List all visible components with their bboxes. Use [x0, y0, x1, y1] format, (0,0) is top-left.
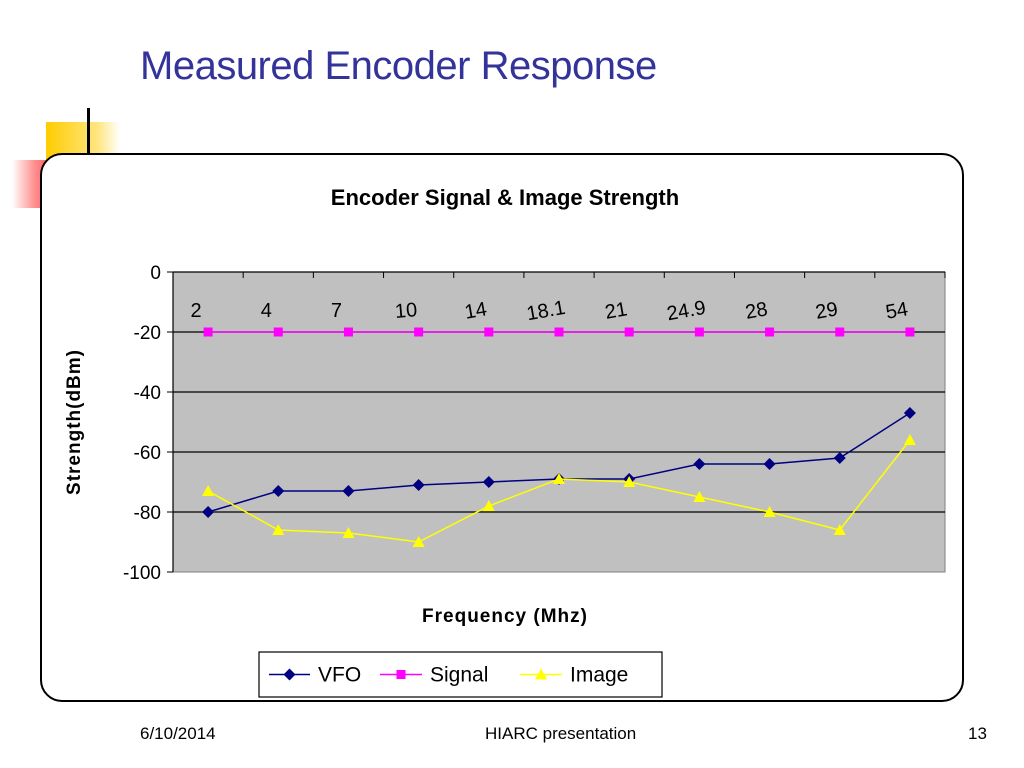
- y-tick-label: 0: [150, 263, 161, 284]
- slide-title: Measured Encoder Response: [140, 44, 657, 88]
- legend: [258, 651, 663, 698]
- data-point-image: [342, 527, 355, 538]
- data-point-image: [272, 524, 285, 535]
- legend-marker-image: [535, 668, 547, 680]
- footer-date: 6/10/2014: [140, 724, 216, 743]
- data-point-signal: [905, 327, 915, 337]
- data-point-vfo: [482, 476, 495, 488]
- y-tick-label: -20: [134, 323, 161, 344]
- data-point-vfo: [693, 458, 706, 470]
- x-tick-label: 28: [744, 298, 770, 324]
- data-point-vfo: [903, 407, 916, 419]
- title-accent-line: [87, 108, 90, 160]
- data-point-image: [903, 434, 916, 445]
- x-tick-label: 21: [603, 298, 629, 324]
- data-point-signal: [203, 327, 213, 337]
- data-point-signal: [835, 327, 845, 337]
- plot-area: [172, 271, 946, 573]
- legend-marker-vfo: [283, 668, 296, 681]
- data-point-vfo: [833, 452, 846, 464]
- x-tick-label: 2: [191, 300, 202, 322]
- data-point-signal: [624, 327, 634, 337]
- data-point-vfo: [763, 458, 776, 470]
- y-tick-label: -80: [134, 503, 161, 524]
- data-point-image: [553, 473, 565, 484]
- y-axis-title: Strength(dBm): [64, 349, 85, 495]
- footer-presentation-name: HIARC presentation: [485, 724, 637, 743]
- data-point-vfo: [272, 485, 285, 497]
- data-point-vfo: [412, 479, 425, 491]
- line-chart: Encoder Signal & Image Strength 0 -20 -40 -6…: [64, 185, 946, 698]
- data-point-image: [412, 536, 425, 547]
- y-tick-label: -100: [123, 563, 161, 584]
- data-point-image: [833, 524, 846, 535]
- data-point-image: [623, 476, 636, 487]
- legend-label-image: Image: [570, 664, 628, 687]
- data-point-image: [202, 485, 215, 496]
- y-tick-label: -40: [134, 383, 161, 404]
- data-point-image: [482, 500, 495, 511]
- data-point-signal: [484, 327, 494, 337]
- data-point-signal: [343, 327, 353, 337]
- legend-label-vfo: VFO: [318, 664, 361, 687]
- x-tick-label: 4: [261, 300, 272, 322]
- data-point-vfo: [342, 485, 355, 497]
- data-point-signal: [765, 327, 775, 337]
- footer-page-number: 13: [968, 724, 987, 743]
- data-point-vfo: [202, 506, 215, 518]
- x-tick-label: 10: [394, 299, 418, 323]
- x-tick-label: 29: [814, 298, 840, 324]
- legend-label-signal: Signal: [430, 664, 488, 687]
- legend-marker-signal: [396, 670, 406, 679]
- x-tick-label: 14: [463, 298, 489, 324]
- data-point-signal: [694, 327, 704, 337]
- data-point-signal: [414, 327, 424, 337]
- data-point-signal: [273, 327, 283, 337]
- x-tick-label: 7: [331, 300, 342, 322]
- y-tick-label: -60: [134, 443, 161, 464]
- data-point-signal: [554, 327, 564, 337]
- chart-frame: Encoder Signal & Image Strength 0 -20 -40 -6…: [40, 153, 964, 702]
- x-tick-label: 54: [884, 298, 910, 324]
- chart-title: Encoder Signal & Image Strength: [331, 185, 679, 210]
- data-point-image: [763, 506, 776, 517]
- x-axis-title: Frequency (Mhz): [422, 606, 588, 627]
- data-point-image: [693, 491, 706, 502]
